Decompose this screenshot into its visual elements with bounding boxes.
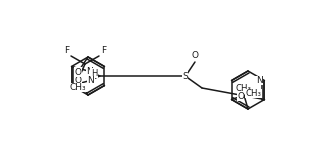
Text: N: N [86,67,93,76]
Text: F: F [101,46,106,55]
Text: CH₃: CH₃ [246,89,262,98]
Text: S: S [182,71,188,80]
Text: N: N [256,76,263,85]
Text: O: O [192,51,198,60]
Text: O: O [74,67,82,76]
Text: N: N [87,76,94,85]
Text: H: H [91,69,97,78]
Text: F: F [64,46,69,55]
Text: CH₃: CH₃ [236,84,252,93]
Text: O: O [237,92,244,101]
Text: CH₃: CH₃ [70,83,86,92]
Text: O: O [74,75,82,84]
